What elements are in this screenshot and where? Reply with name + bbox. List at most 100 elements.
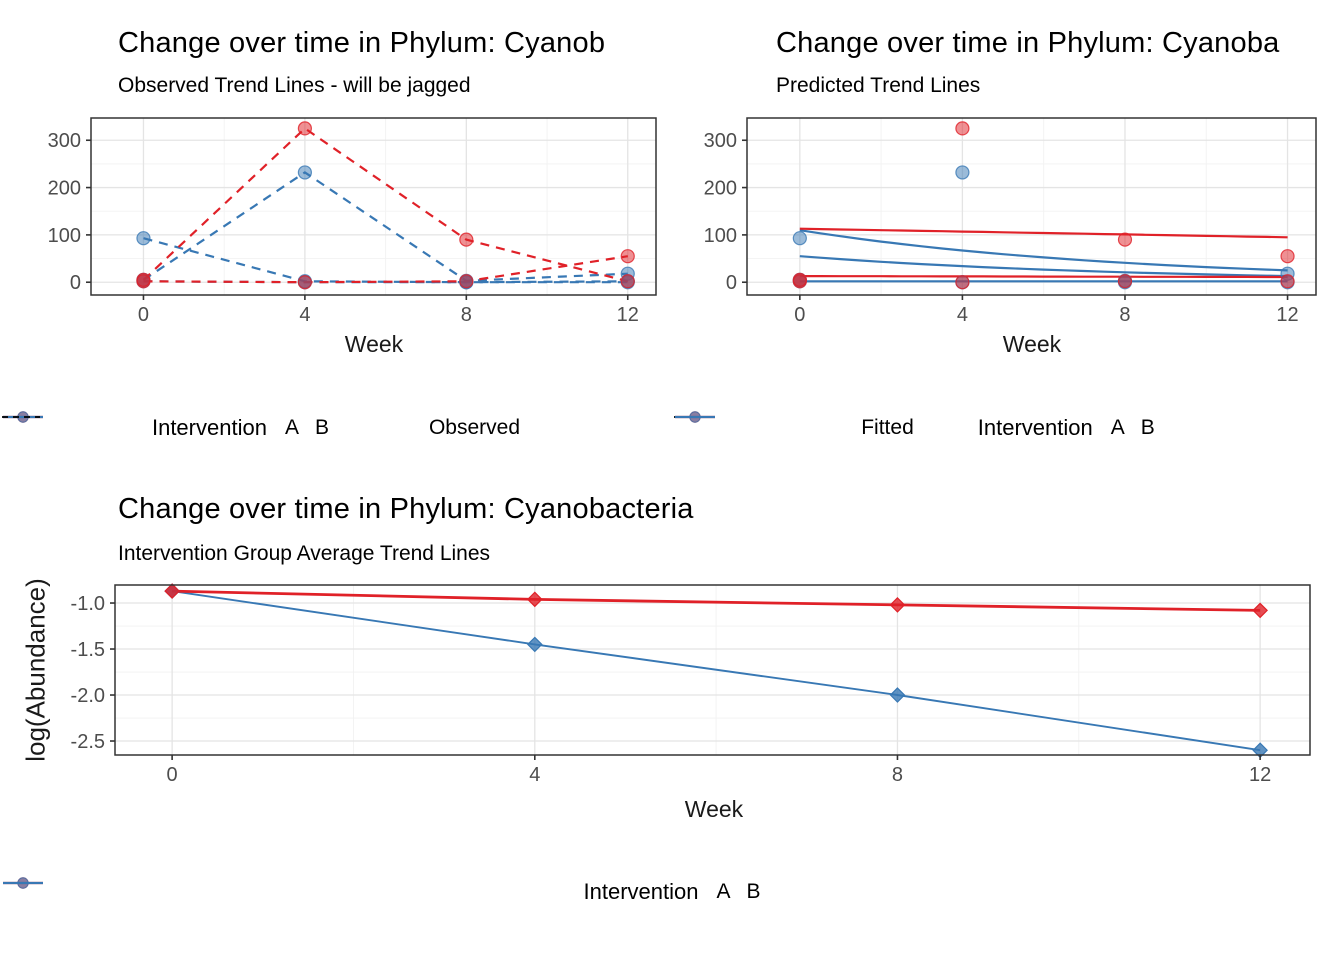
data-point-A <box>792 274 807 289</box>
data-point-B <box>297 165 312 180</box>
legend-item-observed: Observed <box>2 416 521 440</box>
legend-average: Intervention A B <box>0 872 1344 912</box>
y-tick-label: -1.5 <box>71 639 105 661</box>
data-point-A <box>955 275 970 290</box>
legend-item-fitted: Fitted <box>674 416 914 440</box>
y-tick-label: 100 <box>704 225 737 247</box>
legend-item-a: A <box>3 877 731 904</box>
y-tick-label: 300 <box>48 130 81 152</box>
data-point-A <box>459 232 474 247</box>
legend-item-b: B <box>3 411 329 440</box>
y-tick-label: 100 <box>48 225 81 247</box>
x-axis-title: Week <box>344 331 404 357</box>
legend-label-observed: Observed <box>428 416 521 439</box>
minor-gridlines <box>91 118 656 295</box>
chart-subtitle: Predicted Trend Lines <box>776 74 981 97</box>
panel-background <box>747 118 1316 295</box>
chart-subtitle: Observed Trend Lines - will be jagged <box>118 74 471 97</box>
panel-border <box>114 584 1311 756</box>
legend-label-b: B <box>1140 416 1155 439</box>
panel-border <box>746 117 1317 296</box>
data-point-A <box>1252 602 1268 619</box>
series-line-B-fit-1 <box>799 229 1288 272</box>
y-tick-label: -1.0 <box>71 593 105 615</box>
chart-title: Change over time in Phylum: Cyanobacteri… <box>118 493 694 525</box>
x-axis-title: Week <box>684 796 744 822</box>
y-tick-label: 200 <box>48 178 81 200</box>
legend-title: Intervention <box>583 879 699 904</box>
chart-title: Change over time in Phylum: Cyanoba <box>776 27 1280 59</box>
axis-ticks: 0 4 8 12 -1.0 -1.5 -2.0 -2.5 <box>71 593 1272 786</box>
legend-title: Intervention <box>977 415 1093 440</box>
legend-label-fitted: Fitted <box>861 416 914 439</box>
chart-average: 0 4 8 12 -1.0 -1.5 -2.0 -2.5 Change over time i… <box>0 460 1344 960</box>
x-axis-title: Week <box>1002 331 1062 357</box>
chart-subtitle: Intervention Group Average Trend Lines <box>118 542 491 565</box>
series-line-A-subject-2 <box>143 255 628 284</box>
series-lines <box>799 227 1288 283</box>
x-tick-label: 12 <box>617 304 639 326</box>
series-lines <box>171 589 1261 752</box>
legend-label-a: A <box>716 880 731 903</box>
series-line-B-subject-1 <box>142 171 628 282</box>
panel-background <box>91 118 656 295</box>
x-tick-label: 0 <box>794 304 805 326</box>
series-line-A-subject-1 <box>142 126 629 283</box>
predicted-plot-area: 0 4 8 12 0 100 200 300 <box>704 117 1317 326</box>
x-tick-label: 4 <box>299 304 310 326</box>
x-tick-label: 8 <box>892 764 903 786</box>
data-point-A <box>297 121 312 136</box>
legend-label-b: B <box>746 880 761 903</box>
data-point-A <box>459 274 474 289</box>
blue-line-point-icon <box>3 877 43 889</box>
legend-label-b: B <box>314 416 329 439</box>
series-line-A-fit-2 <box>799 275 1288 279</box>
data-point-A <box>1280 274 1295 289</box>
observed-plot-area: 0 4 8 12 0 100 200 300 <box>48 117 657 326</box>
blue-line-point-icon <box>675 411 715 423</box>
y-tick-label: 0 <box>70 272 81 294</box>
y-tick-label: 200 <box>704 178 737 200</box>
y-tick-label: -2.0 <box>71 685 105 707</box>
y-tick-label: -2.5 <box>71 731 105 753</box>
data-point-A <box>889 597 906 613</box>
x-tick-label: 0 <box>167 764 178 786</box>
x-tick-label: 4 <box>957 304 968 326</box>
data-points <box>792 121 1295 290</box>
series-line-A-mean <box>172 589 1261 612</box>
x-tick-label: 8 <box>1119 304 1130 326</box>
x-tick-label: 8 <box>461 304 472 326</box>
chart-title: Change over time in Phylum: Cyanob <box>118 27 606 59</box>
minor-gridlines <box>115 585 1310 755</box>
data-point-B <box>526 636 543 653</box>
data-point-B <box>889 687 906 703</box>
series-lines <box>142 126 629 284</box>
data-points <box>136 121 635 290</box>
data-point-A <box>1280 249 1295 264</box>
data-point-A <box>1117 274 1133 289</box>
x-tick-label: 4 <box>529 764 540 786</box>
chart-observed: 0 4 8 12 0 100 200 300 Change over time in Phyl… <box>0 0 672 460</box>
x-tick-label: 12 <box>1276 304 1298 326</box>
data-point-B <box>136 231 151 246</box>
x-tick-label: 0 <box>138 304 149 326</box>
data-points <box>164 583 1268 759</box>
average-plot-area: 0 4 8 12 -1.0 -1.5 -2.0 -2.5 <box>71 583 1311 786</box>
data-point-A <box>620 249 635 264</box>
series-line-B-fit-2 <box>799 255 1288 278</box>
legend-observed: Intervention A B Observed <box>0 406 672 450</box>
axis-ticks: 0 4 8 12 0 100 200 300 <box>48 130 639 326</box>
y-tick-label: 300 <box>704 130 737 152</box>
data-point-A <box>955 121 970 136</box>
data-point-B <box>955 165 970 180</box>
legend-label-a: A <box>1110 416 1125 439</box>
data-point-A <box>526 591 543 608</box>
legend-item-a: A <box>3 411 299 440</box>
data-point-A <box>164 583 180 599</box>
panel-border <box>90 117 657 296</box>
legend-item-a: A <box>675 411 1125 440</box>
data-point-A <box>620 274 635 289</box>
series-line-A-fit-1 <box>799 227 1288 239</box>
y-axis-title: log(Abundance) <box>20 578 51 762</box>
